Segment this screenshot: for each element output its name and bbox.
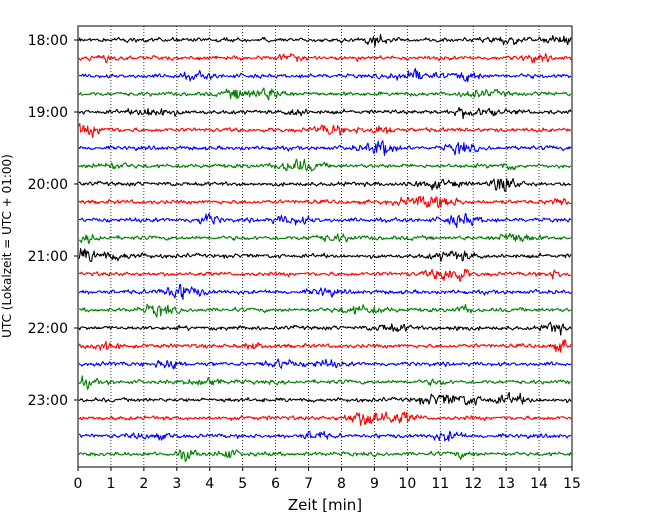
x-axis-ticks: 0 1 2 3 4 5 6 7 8 9 10 11 12 13 14 15 bbox=[74, 467, 581, 492]
x-tick-label: 4 bbox=[205, 476, 214, 492]
x-tick-label: 11 bbox=[431, 476, 449, 492]
y-tick-label: 21:00 bbox=[28, 249, 68, 265]
trace-line bbox=[78, 358, 572, 370]
trace-line bbox=[78, 247, 572, 263]
x-tick-label: 9 bbox=[370, 476, 379, 492]
x-tick-label: 12 bbox=[464, 476, 482, 492]
trace-line bbox=[78, 106, 572, 120]
x-tick-label: 13 bbox=[497, 476, 515, 492]
y-tick-label: 18:00 bbox=[28, 33, 68, 49]
trace-line bbox=[78, 53, 572, 64]
trace-line bbox=[78, 232, 572, 244]
x-tick-label: 7 bbox=[304, 476, 313, 492]
y-tick-label: 20:00 bbox=[28, 177, 68, 193]
trace-line bbox=[78, 122, 572, 139]
trace-line bbox=[78, 449, 572, 463]
trace-line bbox=[78, 283, 572, 301]
x-tick-label: 14 bbox=[530, 476, 548, 492]
y-axis-label: UTC (Lokalzeit = UTC + 01:00) bbox=[0, 154, 14, 338]
trace-line bbox=[78, 68, 572, 83]
trace-line bbox=[78, 339, 572, 353]
trace-line bbox=[78, 411, 572, 427]
y-tick-label: 22:00 bbox=[28, 321, 68, 337]
trace-line bbox=[78, 430, 572, 442]
x-tick-label: 6 bbox=[271, 476, 280, 492]
x-tick-label: 8 bbox=[337, 476, 346, 492]
trace-line bbox=[78, 268, 572, 283]
x-tick-label: 5 bbox=[238, 476, 247, 492]
x-tick-label: 1 bbox=[106, 476, 115, 492]
y-tick-label: 23:00 bbox=[28, 393, 68, 409]
trace-line bbox=[78, 195, 572, 209]
x-tick-label: 15 bbox=[563, 476, 581, 492]
trace-line bbox=[78, 391, 572, 406]
y-axis-ticks: 18:00 19:00 20:00 21:00 22:00 23:00 bbox=[28, 33, 78, 409]
trace-line bbox=[78, 158, 572, 172]
trace-line bbox=[78, 140, 572, 157]
plot-frame bbox=[77, 25, 573, 468]
x-tick-label: 3 bbox=[172, 476, 181, 492]
x-tick-label: 0 bbox=[74, 476, 83, 492]
trace-line bbox=[78, 303, 572, 318]
y-tick-label: 19:00 bbox=[28, 105, 68, 121]
seismic-traces bbox=[78, 33, 572, 463]
trace-line bbox=[78, 212, 572, 229]
trace-line bbox=[78, 177, 572, 193]
x-tick-label: 10 bbox=[398, 476, 416, 492]
trace-line bbox=[78, 375, 572, 391]
trace-line bbox=[78, 33, 572, 48]
trace-line bbox=[78, 87, 571, 101]
x-axis-label: Zeit [min] bbox=[288, 496, 362, 514]
x-tick-label: 2 bbox=[139, 476, 148, 492]
trace-line bbox=[78, 321, 572, 336]
